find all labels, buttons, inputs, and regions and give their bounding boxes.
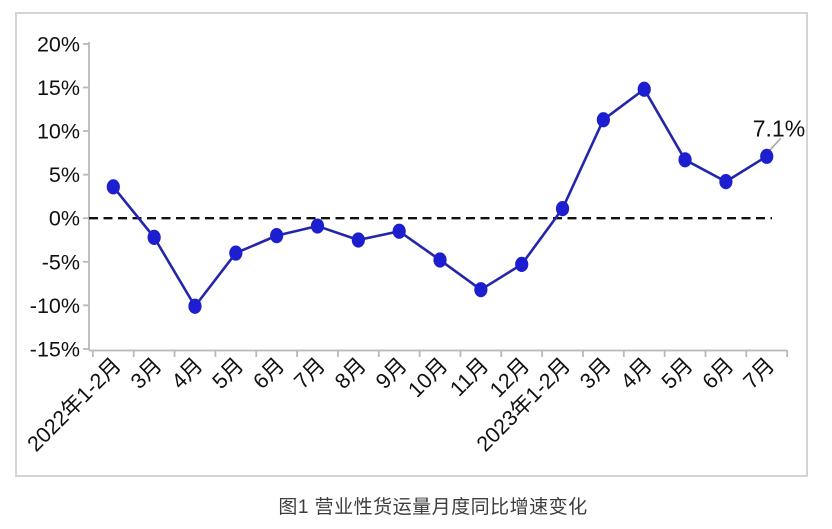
- data-point: [147, 229, 161, 245]
- y-tick-label: 5%: [49, 163, 80, 187]
- x-tick-label: 8月: [330, 353, 371, 394]
- x-tick-label: 3月: [126, 353, 167, 394]
- chart-frame: [15, 12, 808, 477]
- data-point: [719, 173, 733, 190]
- x-tick-label: 2022年1-2月: [23, 353, 126, 456]
- data-point: [474, 282, 488, 298]
- y-tick-label: 20%: [37, 32, 80, 56]
- x-tick-label: 5月: [657, 353, 698, 394]
- x-tick-label: 7月: [739, 353, 780, 394]
- chart-caption: 图1 营业性货运量月度同比增速变化: [278, 497, 588, 518]
- y-tick-label: 10%: [37, 120, 80, 144]
- y-tick-label: 0%: [49, 207, 80, 231]
- x-tick-label: 10月: [403, 353, 452, 402]
- x-tick-label: 11月: [445, 353, 493, 401]
- x-tick-label: 4月: [616, 353, 657, 394]
- data-point: [270, 228, 284, 244]
- x-tick-label: 5月: [208, 353, 249, 394]
- data-point: [310, 218, 325, 234]
- data-point: [433, 252, 447, 268]
- data-point: [229, 245, 243, 261]
- data-point: [637, 81, 651, 97]
- data-point: [351, 232, 365, 248]
- data-point: [515, 256, 529, 272]
- y-tick-label: -10%: [30, 294, 80, 318]
- data-point: [596, 112, 610, 128]
- data-point: [555, 201, 570, 217]
- data-point: [678, 152, 692, 168]
- data-point: [760, 148, 774, 164]
- annotation-leader-line: [769, 137, 782, 151]
- y-tick-label: 15%: [37, 76, 80, 100]
- data-point: [106, 179, 120, 195]
- x-tick-label: 6月: [698, 353, 739, 394]
- y-tick-label: -15%: [30, 337, 80, 361]
- data-point: [392, 223, 406, 239]
- x-tick-label: 6月: [249, 353, 290, 394]
- last-point-value-label: 7.1%: [753, 115, 805, 141]
- x-tick-label: 7月: [289, 353, 330, 394]
- data-line: [112, 87, 769, 308]
- y-tick-label: -5%: [42, 250, 80, 274]
- x-tick-label: 4月: [167, 353, 208, 394]
- x-tick-label: 3月: [575, 353, 616, 394]
- data-point: [188, 298, 202, 314]
